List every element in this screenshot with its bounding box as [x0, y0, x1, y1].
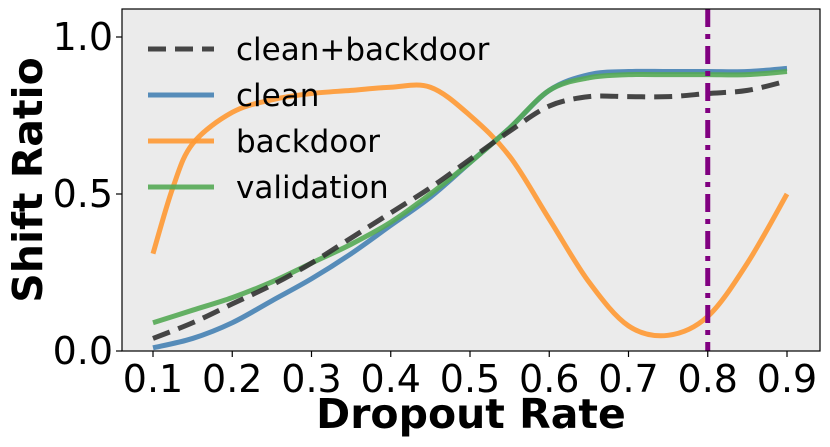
- legend-label: clean: [236, 78, 319, 114]
- y-tick-label: 1.0: [53, 15, 113, 59]
- y-tick-label: 0.0: [53, 329, 113, 373]
- axes-frame: [121, 8, 821, 352]
- y-tick-label: 0.5: [53, 172, 113, 216]
- x-tick-label: 0.3: [281, 357, 341, 401]
- series-line-validation: [152, 69, 788, 326]
- series-line-clean-plus-backdoor: [152, 78, 788, 341]
- legend: clean+backdoor clean backdoor validation: [148, 32, 490, 206]
- x-tick-label: 0.7: [598, 357, 658, 401]
- axes: 0.1 0.2 0.3 0.4 0.5 0.6 0.7 0.8 0.9 0.0 0.5 1.0: [53, 8, 821, 401]
- series-line-backdoor: [150, 82, 790, 339]
- legend-label: validation: [236, 170, 389, 206]
- x-tick-label: 0.1: [123, 357, 183, 401]
- x-axis-title: Dropout Rate: [316, 390, 626, 438]
- y-axis-title: Shift Ratio: [4, 57, 52, 303]
- x-tick-label: 0.8: [678, 357, 738, 401]
- x-tick-label: 0.4: [361, 357, 421, 401]
- x-tick-label: 0.6: [519, 357, 579, 401]
- legend-label: backdoor: [236, 124, 380, 160]
- legend-label: clean+backdoor: [236, 32, 490, 68]
- x-tick-label: 0.2: [202, 357, 262, 401]
- x-tick-label: 0.9: [757, 357, 817, 401]
- series-layer: [150, 65, 790, 351]
- x-tick-label: 0.5: [440, 357, 500, 401]
